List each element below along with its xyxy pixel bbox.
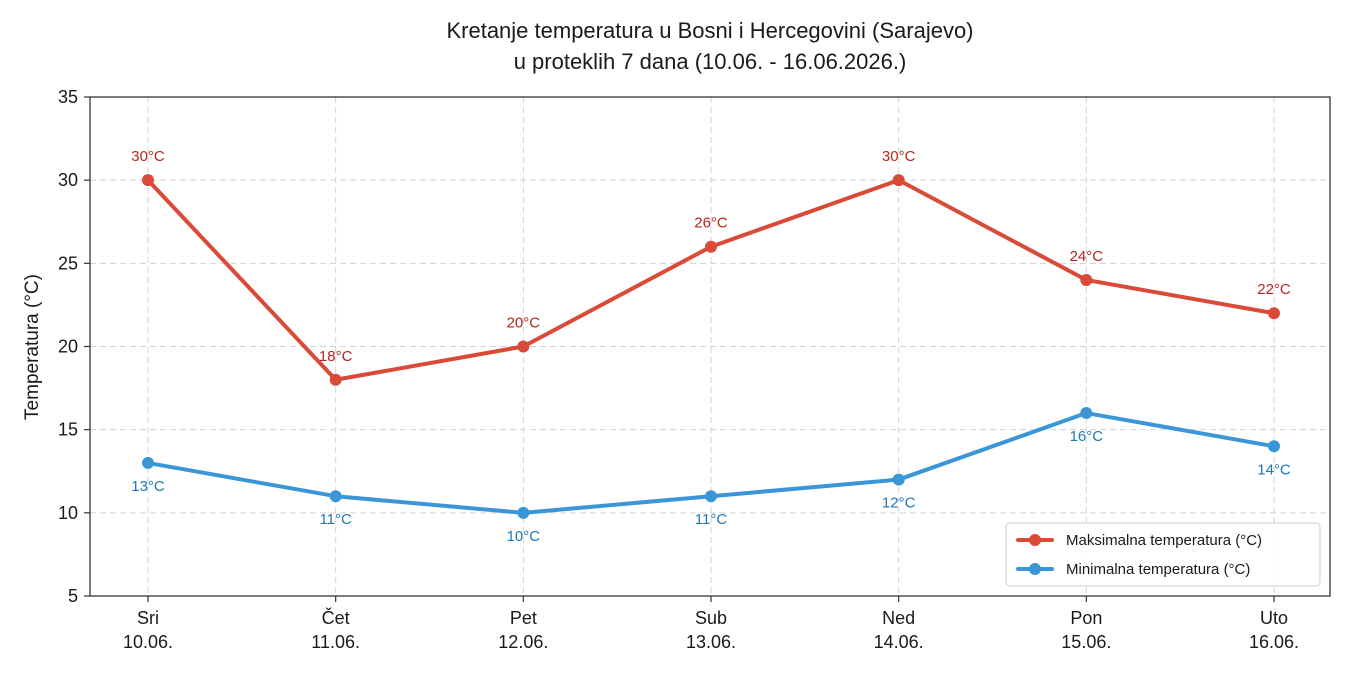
data-label-max: 30°C — [131, 148, 165, 165]
data-label-max: 24°C — [1070, 248, 1104, 265]
series-lines — [142, 174, 1280, 519]
x-tick-label-date: 10.06. — [123, 632, 173, 652]
data-label-max: 26°C — [694, 215, 728, 232]
legend: Maksimalna temperatura (°C) Minimalna tem… — [1005, 522, 1321, 587]
legend-marker-min — [1029, 563, 1041, 575]
x-tick-label-date: 16.06. — [1249, 632, 1299, 652]
x-tick-label-date: 14.06. — [874, 632, 924, 652]
y-axis-label: Temperatura (°C) — [22, 274, 43, 420]
data-point-max — [517, 340, 530, 353]
y-tick-label: 30 — [58, 170, 78, 190]
y-tick-label: 20 — [58, 337, 78, 357]
x-tick-label-day: Sub — [695, 608, 727, 628]
data-point-min — [142, 456, 154, 469]
y-tick-label: 25 — [58, 253, 78, 273]
axes: 5 10 15 20 25 30 35 Sri 10.06. Čet 11.06. Pet 12.06.… — [58, 87, 1331, 652]
data-label-min: 16°C — [1070, 428, 1104, 445]
x-tick-label-date: 13.06. — [686, 632, 736, 652]
data-point-max — [705, 240, 717, 253]
data-point-max — [329, 373, 342, 386]
data-label-min: 13°C — [131, 478, 165, 495]
legend-label-min: Minimalna temperatura (°C) — [1066, 561, 1250, 578]
data-point-min — [517, 506, 530, 519]
y-tick-label: 10 — [58, 503, 78, 523]
x-tick-label-date: 15.06. — [1061, 632, 1111, 652]
data-point-min — [1268, 440, 1280, 453]
data-label-max: 18°C — [319, 348, 353, 365]
data-point-min — [892, 473, 905, 486]
data-label-max: 22°C — [1257, 281, 1291, 298]
data-point-max — [892, 174, 905, 187]
x-tick-label-date: 12.06. — [498, 632, 548, 652]
chart-title-line2: u proteklih 7 dana (10.06. - 16.06.2026.… — [514, 49, 907, 74]
x-tick-label-day: Ned — [882, 608, 915, 628]
data-point-min — [1080, 407, 1093, 420]
chart-title-line1: Kretanje temperatura u Bosni i Hercegovi… — [446, 18, 973, 43]
y-tick-label: 35 — [58, 87, 78, 107]
y-tick-label: 5 — [68, 586, 78, 606]
data-point-max — [1268, 307, 1280, 320]
data-point-min — [705, 490, 717, 503]
data-label-min: 14°C — [1257, 461, 1291, 478]
x-tick-label-day: Čet — [322, 607, 350, 628]
x-tick-label-day: Uto — [1260, 608, 1288, 628]
legend-label-max: Maksimalna temperatura (°C) — [1066, 532, 1262, 549]
data-point-min — [329, 490, 342, 503]
legend-marker-max — [1029, 534, 1041, 546]
y-tick-label: 15 — [58, 420, 78, 440]
data-point-max — [1080, 273, 1093, 286]
data-label-min: 12°C — [882, 495, 916, 512]
data-label-min: 11°C — [695, 511, 728, 528]
data-point-max — [142, 174, 154, 187]
legend-box — [1005, 522, 1321, 587]
data-label-max: 20°C — [507, 315, 541, 332]
data-label-min: 10°C — [507, 528, 541, 545]
x-tick-label-day: Pon — [1070, 608, 1102, 628]
x-tick-label-date: 11.06. — [311, 632, 360, 652]
x-tick-label-day: Sri — [137, 608, 159, 628]
data-label-min: 11°C — [319, 511, 352, 528]
x-tick-label-day: Pet — [510, 608, 537, 628]
data-labels: 30°C 18°C 20°C 26°C 30°C 24°C 22°C 13°C 11°C 10°C… — [131, 148, 1291, 545]
data-label-max: 30°C — [882, 148, 916, 165]
